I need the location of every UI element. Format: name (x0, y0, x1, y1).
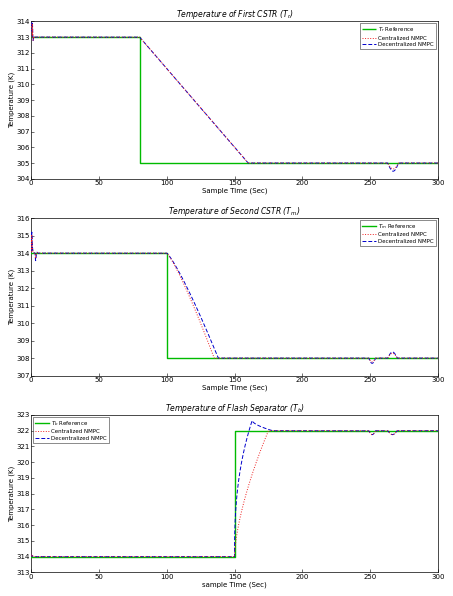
$T_b$ Reference (232, 427, 237, 434)
Centralized NMPC (34, 553, 39, 560)
$T_r$ Reference (137, 33, 142, 41)
Centralized NMPC (123, 33, 128, 41)
Centralized NMPC (266, 427, 271, 434)
Centralized NMPC (435, 427, 441, 434)
Decentralized NMPC (127, 553, 133, 560)
Decentralized NMPC (211, 119, 216, 126)
Centralized NMPC (123, 553, 128, 560)
Decentralized NMPC (435, 427, 441, 434)
Decentralized NMPC (435, 160, 441, 167)
Line: Decentralized NMPC: Decentralized NMPC (31, 22, 438, 171)
Decentralized NMPC (125, 250, 130, 257)
$T_m$ Reference (164, 250, 169, 257)
$T_b$ Reference (232, 553, 237, 560)
Centralized NMPC (125, 553, 130, 560)
$T_b$ Reference (435, 427, 441, 434)
Legend: $T_m$ Reference, Centralized NMPC, Decentralized NMPC: $T_m$ Reference, Centralized NMPC, Decen… (360, 220, 436, 246)
Decentralized NMPC (432, 355, 438, 362)
Centralized NMPC (29, 551, 34, 558)
$T_r$ Reference (435, 160, 441, 167)
Decentralized NMPC (369, 360, 375, 367)
Centralized NMPC (211, 352, 216, 359)
Decentralized NMPC (182, 86, 187, 93)
Decentralized NMPC (390, 167, 396, 175)
Line: Decentralized NMPC: Decentralized NMPC (31, 421, 438, 557)
Decentralized NMPC (123, 250, 128, 257)
Centralized NMPC (182, 282, 187, 289)
Line: Decentralized NMPC: Decentralized NMPC (31, 232, 438, 364)
$T_b$ Reference (29, 553, 34, 560)
Title: Temperature of First CSTR ($T_r$): Temperature of First CSTR ($T_r$) (176, 8, 294, 21)
Legend: $T_b$ Reference, Centralized NMPC, Decentralized NMPC: $T_b$ Reference, Centralized NMPC, Decen… (33, 417, 109, 443)
X-axis label: sample Time (Sec): sample Time (Sec) (202, 581, 267, 588)
$T_r$ Reference (29, 33, 34, 41)
Y-axis label: Temperature (K): Temperature (K) (8, 465, 15, 522)
Centralized NMPC (127, 33, 133, 41)
Decentralized NMPC (182, 279, 187, 286)
X-axis label: Sample Time (Sec): Sample Time (Sec) (202, 384, 267, 391)
Line: $T_m$ Reference: $T_m$ Reference (31, 253, 438, 358)
Centralized NMPC (125, 250, 130, 257)
$T_r$ Reference (137, 160, 142, 167)
$T_m$ Reference (435, 355, 441, 362)
Y-axis label: Temperature (K): Temperature (K) (8, 72, 15, 128)
Decentralized NMPC (125, 33, 130, 41)
Decentralized NMPC (432, 160, 438, 167)
Decentralized NMPC (211, 553, 216, 560)
Decentralized NMPC (432, 427, 438, 434)
Legend: $T_r$ Reference, Centralized NMPC, Decentralized NMPC: $T_r$ Reference, Centralized NMPC, Decen… (360, 23, 436, 49)
Decentralized NMPC (29, 228, 34, 235)
Title: Temperature of Second CSTR ($T_m$): Temperature of Second CSTR ($T_m$) (169, 205, 301, 218)
Centralized NMPC (432, 160, 438, 167)
Decentralized NMPC (435, 355, 441, 362)
$T_m$ Reference (164, 355, 169, 362)
Line: $T_r$ Reference: $T_r$ Reference (31, 37, 438, 163)
$T_r$ Reference (246, 160, 251, 167)
Decentralized NMPC (211, 343, 216, 350)
Title: Temperature of Flash Separator ($T_b$): Temperature of Flash Separator ($T_b$) (164, 402, 304, 415)
Decentralized NMPC (123, 33, 128, 41)
Centralized NMPC (125, 33, 130, 41)
Line: Centralized NMPC: Centralized NMPC (31, 235, 438, 362)
Centralized NMPC (127, 250, 133, 257)
Centralized NMPC (127, 553, 133, 560)
Decentralized NMPC (123, 553, 128, 560)
Decentralized NMPC (29, 18, 34, 26)
Centralized NMPC (435, 355, 441, 362)
Decentralized NMPC (182, 553, 187, 560)
X-axis label: Sample Time (Sec): Sample Time (Sec) (202, 188, 267, 194)
Decentralized NMPC (250, 417, 255, 424)
Decentralized NMPC (127, 250, 133, 257)
Centralized NMPC (211, 119, 216, 126)
Centralized NMPC (390, 166, 396, 173)
Decentralized NMPC (127, 33, 133, 41)
Centralized NMPC (432, 355, 438, 362)
Centralized NMPC (435, 160, 441, 167)
Y-axis label: Temperature (K): Temperature (K) (8, 269, 15, 325)
Centralized NMPC (182, 553, 187, 560)
Centralized NMPC (29, 20, 34, 27)
Decentralized NMPC (34, 553, 39, 560)
Centralized NMPC (123, 250, 128, 257)
Centralized NMPC (211, 553, 216, 560)
Centralized NMPC (29, 232, 34, 239)
Line: $T_b$ Reference: $T_b$ Reference (31, 431, 438, 557)
$T_r$ Reference (246, 160, 251, 167)
Line: Centralized NMPC: Centralized NMPC (31, 24, 438, 169)
Centralized NMPC (182, 86, 187, 93)
$T_m$ Reference (29, 250, 34, 257)
Decentralized NMPC (29, 551, 34, 558)
Centralized NMPC (369, 358, 375, 365)
Decentralized NMPC (125, 553, 130, 560)
Centralized NMPC (432, 427, 438, 434)
Line: Centralized NMPC: Centralized NMPC (31, 431, 438, 557)
